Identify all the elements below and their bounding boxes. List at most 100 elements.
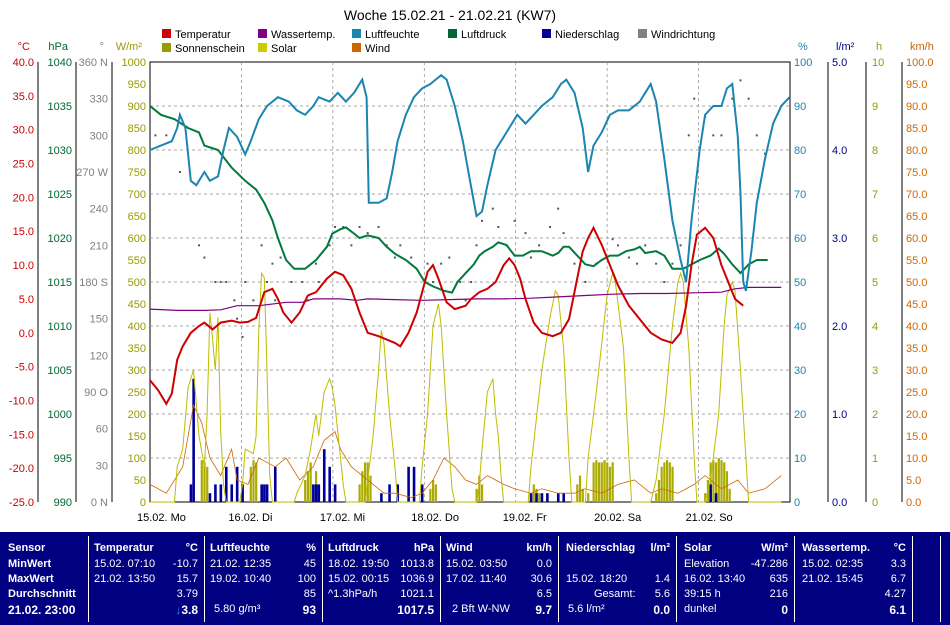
sunshine-bar [361,471,364,502]
axis-tick-wdir: 0 N [91,497,108,509]
humidity-line [149,73,791,292]
axis-tick-hum: 90 [794,101,806,113]
wind-dir-dot [358,226,361,228]
axis-tick-wind: 5.0 [906,475,921,487]
rain-bar [714,493,718,502]
axis-tick-temp: -15.0 [9,429,34,441]
legend-swatch [162,29,171,38]
wind-dir-dot [431,281,434,283]
axis-tick-temp: 35.0 [13,91,34,103]
sunshine-bar [480,484,484,502]
rain-bar [556,493,560,502]
wind-dir-dot [233,299,236,302]
rain-bar [546,493,549,502]
axis-tick-wind: 20.0 [906,409,927,421]
axis-tick-solar: 800 [128,145,146,157]
legend-swatch [352,29,361,38]
axis-tick-temp: -25.0 [9,497,34,509]
wind-dir-dot [274,299,277,302]
hum-unit: % [306,542,316,554]
axis-tick-wind: 50.0 [906,277,927,289]
axis-tick-hum: 80 [794,145,806,157]
press-min-time: 18.02. 19:50 [328,558,390,570]
rain-bar [265,484,269,502]
sunshine-bar [728,488,731,502]
wind-dir-dot [377,226,380,228]
legend-label: Solar [271,43,297,55]
wind-dir-dot [524,232,527,235]
sensor-now: 21.02. 23:00 [8,603,76,617]
wind-avg: 6.5 [536,588,552,600]
axis-tick-wdir: 300 [90,130,108,142]
press-unit: hPa [413,542,434,554]
wind-dir-dot [470,281,473,283]
sunshine-bar [434,484,437,502]
rain-bar [224,466,228,502]
hum-max-time: 19.02. 10:40 [210,573,272,585]
wind-dir-dot [385,244,388,247]
wind-dir-dot [236,317,239,320]
legend-swatch [258,43,267,52]
chart-title: Woche 15.02.21 - 21.02.21 (KW7) [344,7,556,23]
wind-dir-dot [693,97,696,100]
divider [676,536,677,622]
sensor-header: Sensor [8,542,46,554]
wind-dir-dot [317,281,320,283]
rain-bar [230,484,234,502]
rain-bar [263,484,266,502]
rain-bar [214,484,217,502]
axis-tick-temp: 25.0 [13,159,34,171]
sunshine-bar [576,484,579,502]
sunshine-bar [431,480,435,502]
axis-tick-wdir: 90 O [84,387,108,399]
water-min-time: 15.02. 02:35 [802,558,864,570]
axis-tick-press: 1025 [48,189,72,201]
axis-tick-wind: 75.0 [906,167,927,179]
axis-tick-wind: 55.0 [906,255,927,267]
axis-tick-sun: 5 [872,277,878,289]
axis-tick-wind: 30.0 [906,365,927,377]
axis-tick-wind: 45.0 [906,299,927,311]
solar-dur: 39:15 h [684,588,721,600]
sunshine-bar [252,460,255,502]
wind-dir-dot [290,281,293,283]
axis-tick-temp: 0.0 [19,328,34,340]
wind-dir-dot [366,232,369,235]
sunshine-bar [606,462,609,502]
col-pressure: Luftdruck hPa 18.02. 19:50 1013.8 15.02.… [328,532,440,625]
wind-dir-dot [573,262,576,265]
wind-dir-dot [178,171,181,173]
axis-tick-wind: 60.0 [906,233,927,245]
sunshine-bar [666,460,669,502]
wind-dir-dot [342,226,345,228]
wind-dir-dot [739,79,742,82]
axis-tick-press: 1030 [48,145,72,157]
rain-bar [380,493,383,502]
wind-dir-dot [480,219,483,222]
rain-bar [241,484,244,502]
axis-tick-temp: -20.0 [9,463,34,475]
rain-now: 0.0 [653,603,670,617]
sunshine-bar [671,466,674,502]
wind-dir-dot [627,256,630,259]
rain-bar [709,484,712,502]
hum-now: 93 [302,603,316,617]
wind-dir-dot [244,281,247,283]
sunshine-bar [304,480,307,502]
axis-tick-solar: 1000 [122,57,146,69]
axis-tick-hum: 70 [794,189,806,201]
wind-dir-dot [663,281,666,283]
legend-swatch [162,43,171,52]
axis-tick-rain: 2.0 [832,321,847,333]
axis-unit-hum: % [798,41,808,53]
wind-dir-dot [279,256,282,259]
wind-dir-dot [350,244,353,247]
temp-unit: °C [185,542,198,554]
wind-dir-dot [679,244,682,247]
sunshine-bar [663,462,666,502]
axis-tick-hum: 100 [794,57,812,69]
axis-unit-wdir: ° [100,41,104,53]
axis-unit-sun: h [876,41,882,53]
sunshine-bar [532,484,535,502]
axis-tick-wdir: 240 [90,204,108,216]
